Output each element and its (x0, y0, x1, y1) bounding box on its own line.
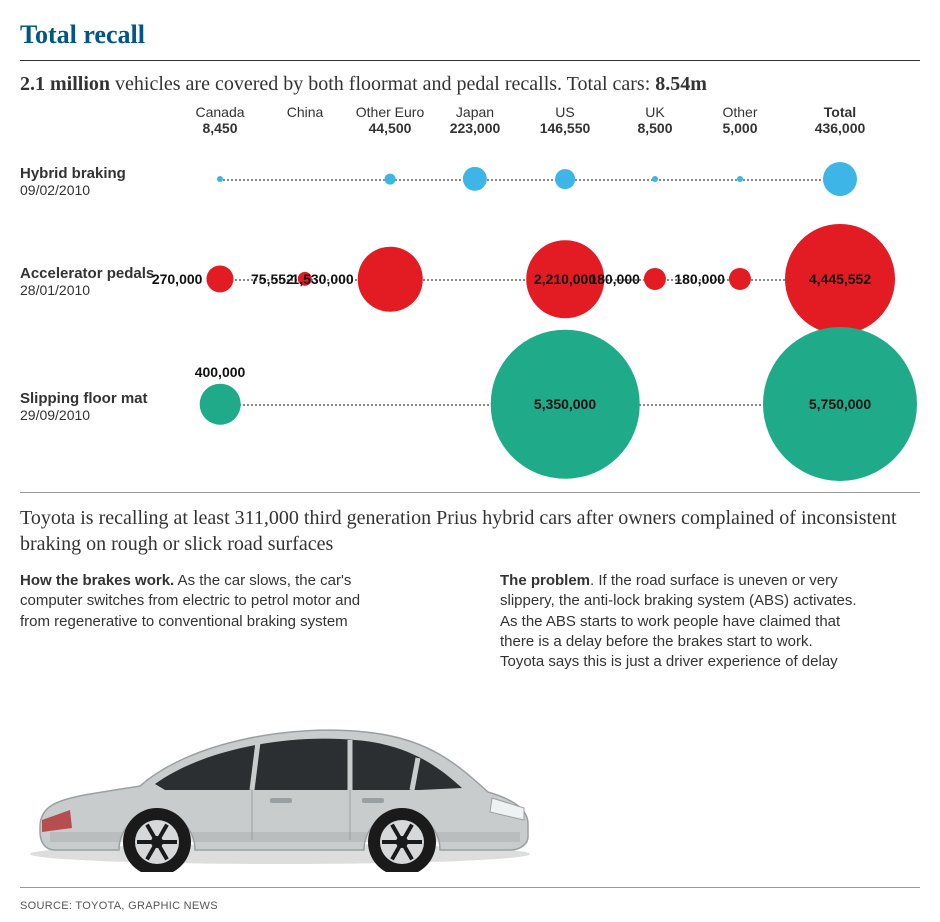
bubble-value: 5,750,000 (809, 396, 871, 412)
bubble (555, 169, 575, 189)
bubble (385, 174, 396, 185)
column-value: 8,450 (175, 120, 265, 136)
bubble-value: 400,000 (195, 364, 246, 380)
row-date: 09/02/2010 (20, 182, 165, 198)
subtitle: 2.1 million vehicles are covered by both… (20, 73, 920, 96)
bubble-value: 180,000 (674, 271, 725, 287)
column-value: 8,500 (610, 120, 700, 136)
column-name: Canada (175, 104, 265, 120)
source-text: SOURCE: TOYOTA, GRAPHIC NEWS (20, 900, 920, 912)
row-label: Hybrid braking09/02/2010 (20, 165, 165, 198)
column-header: Canada8,450 (175, 104, 265, 136)
explain-columns: How the brakes work. As the car slows, t… (20, 571, 920, 672)
bubble-value: 5,350,000 (534, 396, 596, 412)
how-lead: How the brakes work. (20, 572, 174, 589)
column-value: 436,000 (795, 120, 885, 136)
bubble-value: 75,552 (251, 271, 294, 287)
bubble-value: 180,000 (589, 271, 640, 287)
rule-top (20, 60, 920, 61)
column-value: 146,550 (520, 120, 610, 136)
row-date: 28/01/2010 (20, 282, 165, 298)
column-name: Other (695, 104, 785, 120)
column-header: UK8,500 (610, 104, 700, 136)
how-brakes-col: How the brakes work. As the car slows, t… (20, 571, 380, 672)
column-header: Total436,000 (795, 104, 885, 136)
rule-bottom (20, 887, 920, 888)
bubble (652, 176, 658, 182)
bubble-value: 1,530,000 (291, 271, 353, 287)
column-name: China (260, 104, 350, 120)
column-name: UK (610, 104, 700, 120)
bubble (737, 176, 743, 182)
subtitle-lead-value: 2.1 million (20, 73, 110, 95)
bubble (217, 176, 223, 182)
bubble-value: 2,210,000 (534, 271, 596, 287)
car-illustration (20, 682, 920, 877)
bubble (200, 384, 241, 425)
row-label: Slipping floor mat29/09/2010 (20, 390, 165, 423)
bubble (358, 247, 423, 312)
problem-lead: The problem (500, 572, 590, 589)
bubble (644, 268, 666, 290)
column-header: Other5,000 (695, 104, 785, 136)
subtitle-total: 8.54m (655, 73, 707, 95)
column-value: 223,000 (430, 120, 520, 136)
row-name: Accelerator pedals (20, 265, 165, 282)
rule-mid (20, 492, 920, 493)
row-name: Slipping floor mat (20, 390, 165, 407)
bubble (729, 268, 751, 290)
bubble (206, 265, 233, 292)
column-value: 5,000 (695, 120, 785, 136)
problem-col: The problem. If the road surface is unev… (500, 571, 860, 672)
column-header: Other Euro44,500 (345, 104, 435, 136)
column-header: Japan223,000 (430, 104, 520, 136)
bubble-chart: Canada8,450ChinaOther Euro44,500Japan223… (20, 104, 920, 484)
column-name: US (520, 104, 610, 120)
row-name: Hybrid braking (20, 165, 165, 182)
row-label: Accelerator pedals28/01/2010 (20, 265, 165, 298)
bubble-value: 4,445,552 (809, 271, 871, 287)
column-header: US146,550 (520, 104, 610, 136)
bubble (463, 167, 487, 191)
page-title: Total recall (20, 20, 920, 50)
bubble-value: 270,000 (152, 271, 203, 287)
column-name: Total (795, 104, 885, 120)
prius-car-icon (20, 682, 540, 872)
column-value: 44,500 (345, 120, 435, 136)
row-dotline (220, 179, 840, 181)
explain-text: Toyota is recalling at least 311,000 thi… (20, 505, 920, 557)
column-name: Other Euro (345, 104, 435, 120)
subtitle-rest: vehicles are covered by both floormat an… (110, 73, 655, 95)
row-date: 29/09/2010 (20, 407, 165, 423)
column-name: Japan (430, 104, 520, 120)
bubble (823, 162, 857, 196)
column-header: China (260, 104, 350, 120)
